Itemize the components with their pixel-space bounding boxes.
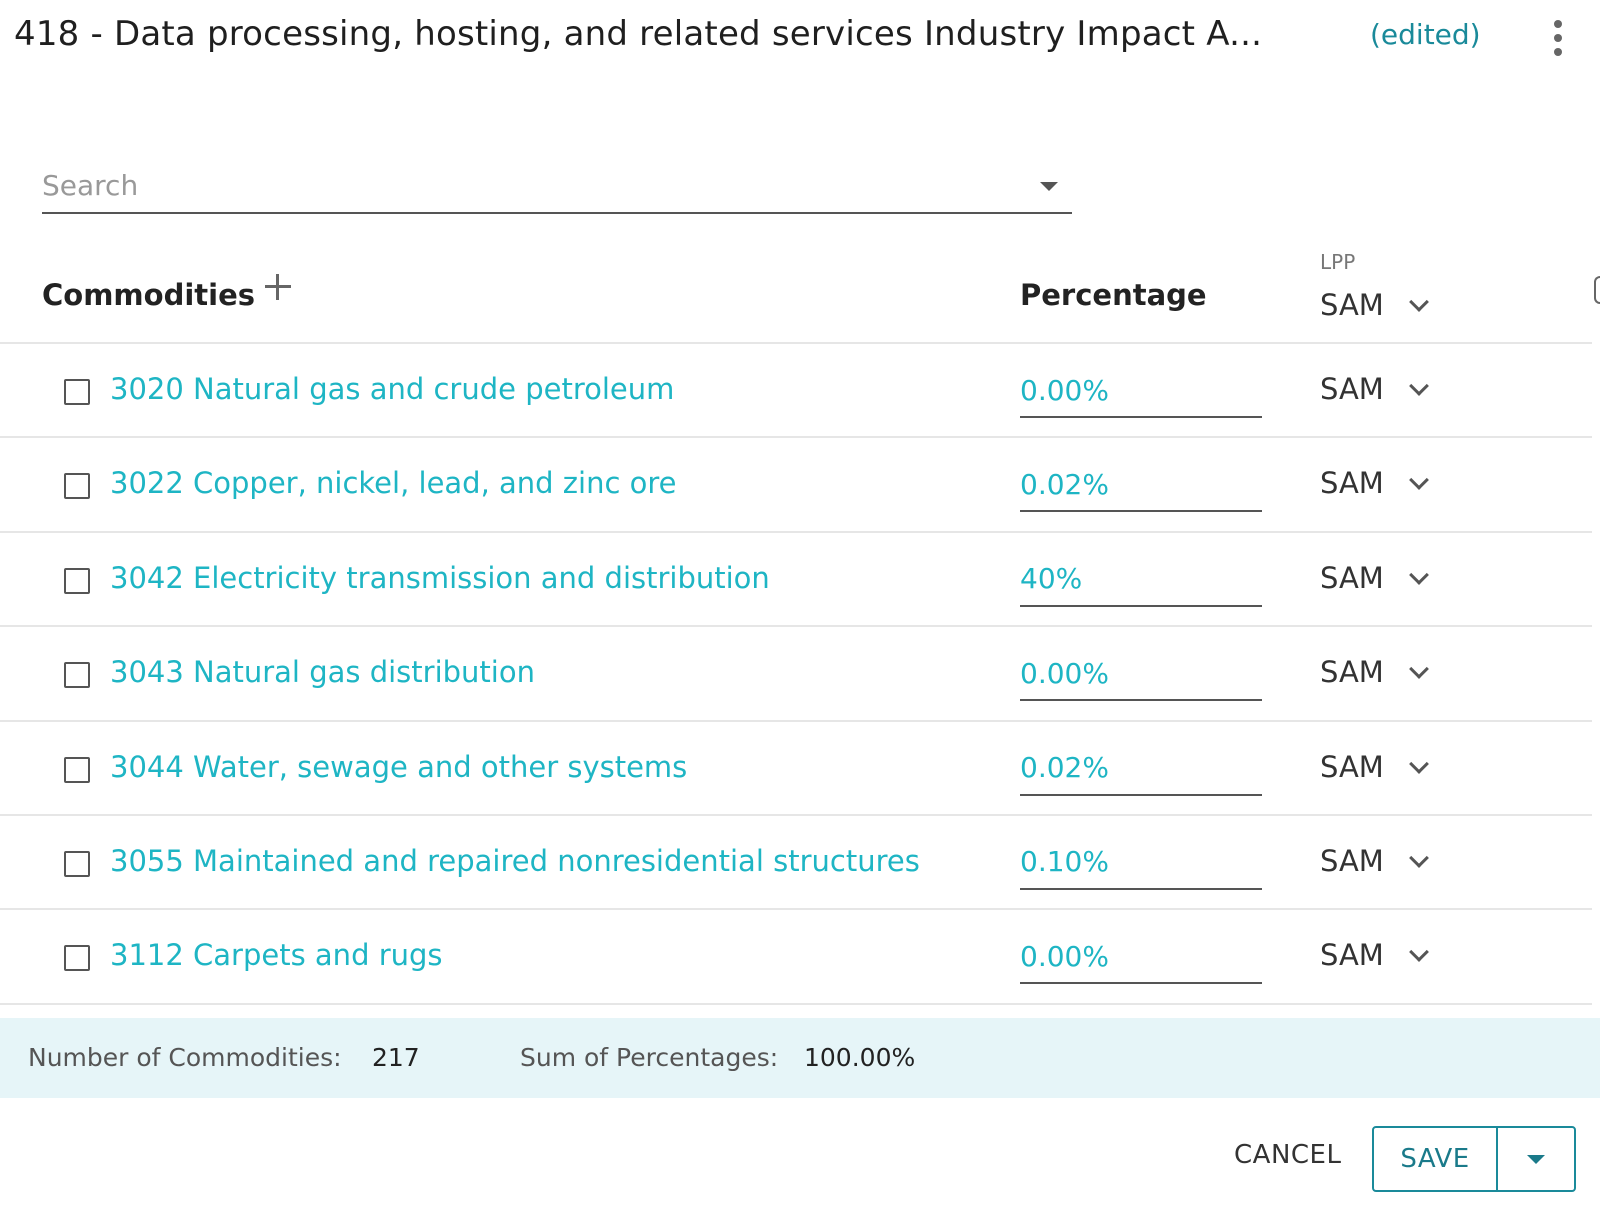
lpp-select[interactable]: SAM (1320, 843, 1429, 878)
percentage-input[interactable] (1020, 837, 1260, 886)
chevron-down-icon (1408, 942, 1429, 963)
percentage-input[interactable] (1020, 366, 1260, 414)
lpp-select-value: SAM (1320, 466, 1384, 501)
commodity-link[interactable]: 3043 Natural gas distribution (110, 655, 535, 690)
commodity-link[interactable]: 3022 Copper, nickel, lead, and zinc ore (110, 466, 677, 501)
lpp-select[interactable]: SAM (1320, 749, 1429, 784)
percentage-input[interactable] (1020, 932, 1260, 981)
lpp-select[interactable]: SAM (1320, 372, 1429, 406)
lpp-select[interactable]: SAM (1320, 466, 1429, 501)
dialog-title: 418 - Data processing, hosting, and rela… (14, 14, 1263, 54)
search-field (42, 160, 1072, 214)
cancel-button[interactable]: CANCEL (1234, 1140, 1342, 1170)
chevron-down-icon (1408, 292, 1429, 312)
row-checkbox[interactable] (64, 850, 90, 877)
percentage-field (1020, 554, 1262, 607)
row-checkbox[interactable] (64, 662, 90, 689)
table-row: 3022 Copper, nickel, lead, and zinc ore S… (0, 438, 1592, 533)
scrollbar[interactable] (1594, 258, 1600, 1002)
kebab-menu-icon[interactable] (1546, 18, 1570, 58)
percentage-sum-label: Sum of Percentages: (520, 1043, 779, 1072)
chevron-down-icon (1408, 470, 1429, 491)
percentage-field (1020, 366, 1262, 418)
commodity-link[interactable]: 3112 Carpets and rugs (110, 938, 443, 973)
add-commodity-plus-icon[interactable] (263, 272, 293, 302)
lpp-select-value: SAM (1320, 372, 1384, 406)
row-checkbox[interactable] (64, 567, 90, 594)
lpp-select-value: SAM (1320, 938, 1384, 973)
lpp-select[interactable]: SAM (1320, 938, 1429, 973)
kebab-dot (1554, 48, 1562, 56)
table-header: Commodities Percentage LPP SAM (0, 240, 1592, 344)
row-checkbox[interactable] (64, 945, 90, 972)
row-checkbox[interactable] (64, 379, 90, 405)
percentage-field (1020, 837, 1262, 890)
chevron-down-icon (1408, 848, 1429, 868)
dialog-header: 418 - Data processing, hosting, and rela… (0, 0, 1600, 80)
save-split-button: SAVE (1372, 1126, 1576, 1192)
table-row: 3020 Natural gas and crude petroleum SAM (0, 344, 1592, 439)
table-row: 3042 Electricity transmission and distri… (0, 533, 1592, 628)
commodity-count-value: 217 (372, 1043, 420, 1072)
commodity-link[interactable]: 3020 Natural gas and crude petroleum (110, 372, 675, 406)
kebab-dot (1554, 34, 1562, 42)
table-row: 3055 Maintained and repaired nonresident… (0, 816, 1592, 911)
save-button[interactable]: SAVE (1374, 1128, 1498, 1190)
percentage-sum-value: 100.00% (804, 1043, 916, 1072)
percentage-field (1020, 649, 1262, 702)
row-checkbox[interactable] (64, 756, 90, 783)
commodity-list: 3020 Natural gas and crude petroleumSAM3… (0, 344, 1592, 1005)
kebab-dot (1554, 20, 1562, 28)
lpp-bulk-select-value: SAM (1320, 288, 1384, 322)
edited-indicator: (edited) (1370, 18, 1481, 51)
scrollbar-thumb[interactable] (1594, 276, 1600, 304)
percentage-column-header: Percentage (1020, 278, 1207, 312)
commodity-link[interactable]: 3044 Water, sewage and other systems (110, 749, 688, 784)
chevron-down-icon (1408, 659, 1429, 680)
lpp-select-value: SAM (1320, 560, 1384, 595)
percentage-input[interactable] (1020, 649, 1260, 698)
chevron-down-icon (1408, 564, 1429, 585)
table-row: 3112 Carpets and rugs SAM (0, 910, 1592, 1005)
commodity-link[interactable]: 3055 Maintained and repaired nonresident… (110, 843, 920, 878)
percentage-field (1020, 743, 1262, 796)
commodity-count-label: Number of Commodities: (28, 1043, 342, 1072)
row-checkbox[interactable] (64, 473, 90, 500)
search-dropdown-caret-icon[interactable] (1040, 182, 1058, 191)
lpp-select[interactable]: SAM (1320, 655, 1429, 690)
summary-bar: Number of Commodities: 217 Sum of Percen… (0, 1018, 1600, 1098)
commodities-column-header: Commodities (42, 278, 255, 312)
lpp-select[interactable]: SAM (1320, 560, 1429, 595)
save-options-caret-icon[interactable] (1498, 1128, 1574, 1190)
chevron-down-icon (1408, 376, 1429, 396)
commodity-link[interactable]: 3042 Electricity transmission and distri… (110, 560, 770, 595)
table-row: 3043 Natural gas distribution SAM (0, 627, 1592, 722)
chevron-down-icon (1408, 753, 1429, 774)
lpp-bulk-select[interactable]: SAM (1320, 288, 1429, 322)
lpp-select-value: SAM (1320, 749, 1384, 784)
lpp-select-value: SAM (1320, 843, 1384, 878)
percentage-input[interactable] (1020, 460, 1260, 509)
lpp-column-label: LPP (1320, 250, 1356, 274)
percentage-field (1020, 932, 1262, 985)
percentage-input[interactable] (1020, 743, 1260, 792)
table-row: 3044 Water, sewage and other systems SAM (0, 722, 1592, 816)
lpp-select-value: SAM (1320, 655, 1384, 690)
percentage-field (1020, 460, 1262, 513)
percentage-input[interactable] (1020, 554, 1260, 603)
search-input[interactable] (42, 160, 1002, 210)
